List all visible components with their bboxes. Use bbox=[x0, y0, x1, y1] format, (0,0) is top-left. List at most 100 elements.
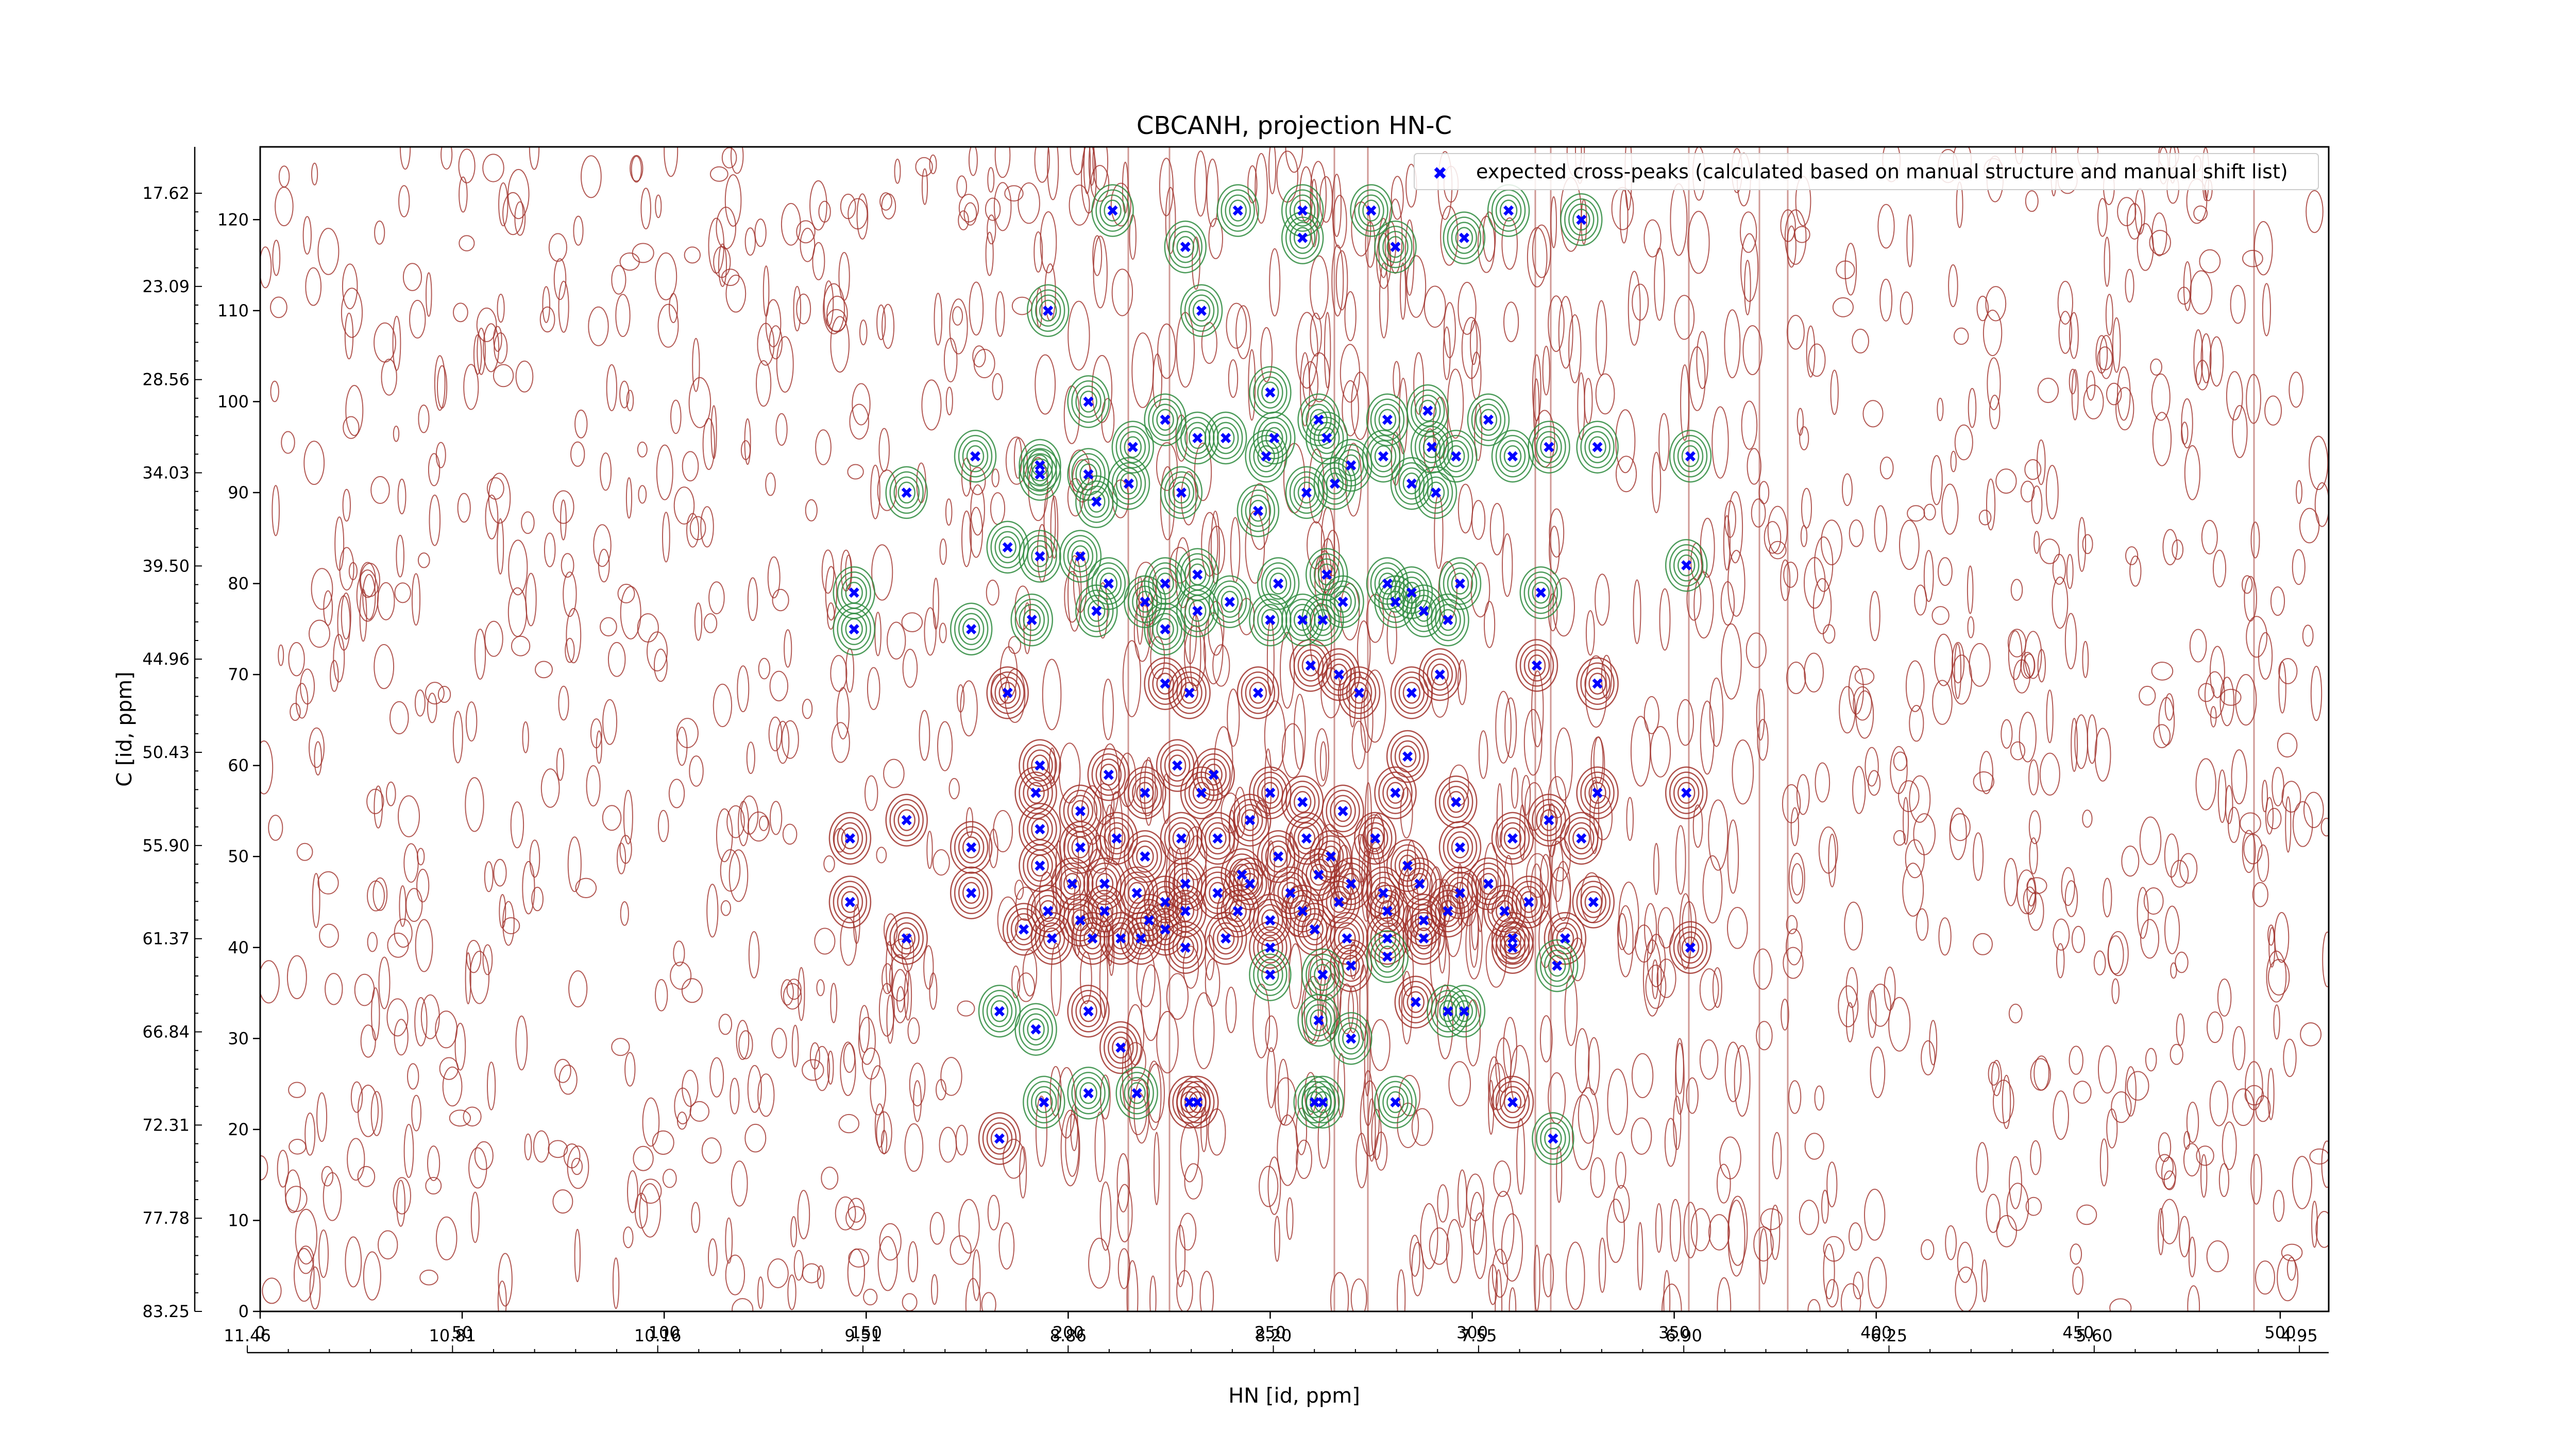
noise-contour bbox=[321, 1166, 334, 1187]
cross-peak-marker: ✖ bbox=[1381, 412, 1394, 430]
noise-contour bbox=[821, 549, 835, 594]
peak-contour bbox=[1104, 199, 1122, 222]
peak-contour bbox=[1104, 917, 1138, 960]
cross-peak-marker: ✖ bbox=[1090, 494, 1103, 512]
peak-contour bbox=[1342, 872, 1360, 895]
cross-peak-marker: ✖ bbox=[1264, 612, 1277, 630]
noise-contour bbox=[902, 649, 918, 688]
noise-contour bbox=[1921, 1239, 1935, 1260]
noise-contour bbox=[2002, 1074, 2011, 1130]
cross-peak-marker: ✖ bbox=[1033, 821, 1046, 839]
noise-contour bbox=[876, 847, 887, 864]
noise-contour bbox=[397, 478, 406, 515]
y-axis-ppm: 83.2577.7872.3166.8461.3755.9050.4344.96… bbox=[142, 147, 202, 1321]
peak-contour bbox=[1176, 1075, 1219, 1129]
noise-contour bbox=[1523, 709, 1543, 776]
noise-contour bbox=[343, 416, 360, 439]
noise-contour bbox=[1598, 1237, 1606, 1293]
noise-contour bbox=[726, 805, 745, 838]
noise-contour bbox=[1696, 331, 1709, 390]
peak-contour bbox=[982, 1117, 1017, 1160]
noise-contour bbox=[1277, 1058, 1289, 1125]
noise-contour bbox=[1165, 847, 1176, 908]
noise-contour bbox=[2020, 652, 2035, 679]
noise-contour bbox=[1194, 150, 1207, 217]
noise-contour bbox=[878, 428, 890, 472]
cross-peak-marker: ✖ bbox=[1345, 875, 1358, 894]
peak-contour bbox=[1236, 666, 1280, 719]
peak-contour bbox=[893, 476, 920, 509]
noise-contour bbox=[515, 360, 534, 393]
noise-contour bbox=[465, 777, 484, 832]
noise-contour bbox=[940, 1057, 962, 1096]
cross-peak-marker: ✖ bbox=[1684, 939, 1697, 957]
peak-contour bbox=[1374, 922, 1401, 955]
noise-contour bbox=[2243, 834, 2263, 865]
peak-contour bbox=[1297, 481, 1316, 504]
noise-contour bbox=[414, 997, 428, 1047]
noise-contour bbox=[1526, 853, 1549, 898]
peak-contour bbox=[885, 912, 928, 965]
noise-contour bbox=[510, 801, 524, 849]
noise-contour bbox=[1849, 519, 1864, 547]
noise-contour bbox=[529, 839, 540, 878]
noise-contour bbox=[1117, 1248, 1130, 1289]
noise-contour bbox=[1585, 610, 1595, 656]
noise-contour bbox=[943, 338, 958, 383]
noise-contour bbox=[498, 1253, 513, 1307]
noise-contour bbox=[688, 377, 711, 428]
noise-contour bbox=[1721, 623, 1742, 700]
noise-contour bbox=[449, 1109, 471, 1127]
y-tick-label: 40 bbox=[228, 938, 249, 957]
noise-contour bbox=[1724, 1041, 1742, 1102]
noise-contour bbox=[1206, 158, 1219, 227]
noise-contour bbox=[606, 364, 618, 412]
noise-contour bbox=[1017, 972, 1035, 1002]
noise-contour bbox=[272, 485, 280, 536]
peak-contour bbox=[1196, 812, 1239, 865]
noise-contour bbox=[970, 484, 985, 536]
noise-contour bbox=[1339, 983, 1354, 1035]
peak-contour bbox=[1326, 912, 1368, 965]
peak-contour bbox=[1148, 662, 1182, 705]
peak-contour bbox=[1027, 782, 1045, 804]
cross-peak-marker: ✖ bbox=[1272, 848, 1285, 866]
noise-contour bbox=[502, 901, 515, 946]
y-ppm-tick-label: 17.62 bbox=[142, 183, 190, 203]
noise-contour bbox=[638, 485, 647, 504]
cross-peak-marker: ✖ bbox=[1312, 867, 1325, 885]
peak-contour bbox=[1293, 903, 1336, 956]
peak-contour bbox=[1297, 827, 1316, 850]
peak-contour bbox=[1115, 1067, 1158, 1120]
noise-contour bbox=[1501, 1213, 1523, 1282]
y-tick-label: 70 bbox=[228, 665, 249, 684]
noise-contour bbox=[1147, 1063, 1165, 1123]
noise-contour bbox=[1987, 357, 2001, 411]
cross-peak-marker: ✖ bbox=[1389, 1094, 1402, 1112]
peak-contour bbox=[1455, 227, 1473, 249]
peak-contour bbox=[1362, 430, 1405, 483]
noise-contour bbox=[1281, 723, 1304, 779]
noise-contour bbox=[1786, 929, 1803, 966]
noise-contour bbox=[1194, 443, 1212, 501]
peak-contour bbox=[1253, 899, 1287, 942]
peak-contour bbox=[1115, 426, 1150, 468]
x-axis-title: HN [id, ppm] bbox=[1228, 1384, 1360, 1408]
peak-contour bbox=[1338, 927, 1356, 950]
peak-contour bbox=[1673, 926, 1708, 969]
cross-peak-marker: ✖ bbox=[1098, 903, 1111, 921]
noise-contour bbox=[1492, 1190, 1515, 1265]
noise-contour bbox=[1166, 973, 1189, 1020]
noise-contour bbox=[1342, 380, 1359, 436]
noise-contour bbox=[915, 157, 933, 177]
x-ppm-tick-label: 11.46 bbox=[224, 1326, 271, 1345]
noise-contour bbox=[1606, 1199, 1625, 1263]
noise-contour bbox=[1699, 968, 1719, 1011]
peak-contour bbox=[1006, 908, 1041, 951]
peak-contour bbox=[1293, 227, 1312, 249]
cross-peak-marker: ✖ bbox=[1332, 894, 1345, 912]
noise-contour bbox=[1302, 361, 1319, 407]
noise-contour bbox=[827, 602, 835, 630]
peak-contour bbox=[1152, 613, 1178, 646]
noise-contour bbox=[1764, 521, 1782, 554]
